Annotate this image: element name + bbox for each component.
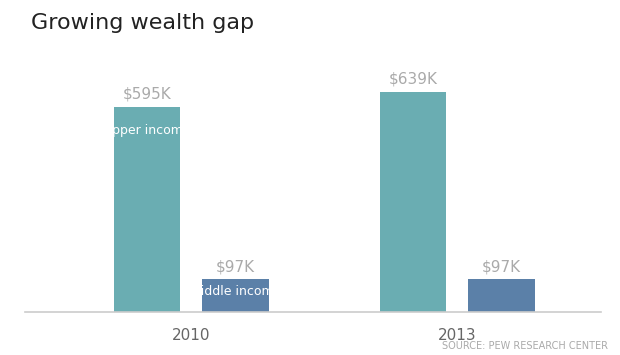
Bar: [202, 279, 268, 312]
Text: 2013: 2013: [438, 328, 477, 343]
Bar: [113, 107, 180, 312]
Bar: [379, 92, 446, 312]
Bar: [468, 279, 535, 312]
Text: 2010: 2010: [172, 328, 210, 343]
Text: Growing wealth gap: Growing wealth gap: [30, 12, 254, 33]
Text: Middle income: Middle income: [190, 285, 281, 298]
Text: SOURCE: PEW RESEARCH CENTER: SOURCE: PEW RESEARCH CENTER: [441, 342, 608, 351]
Text: $639K: $639K: [388, 72, 437, 87]
Text: $595K: $595K: [122, 87, 171, 102]
Text: $97K: $97K: [482, 259, 521, 274]
Text: $97K: $97K: [216, 259, 255, 274]
Text: Upper income: Upper income: [103, 124, 190, 137]
